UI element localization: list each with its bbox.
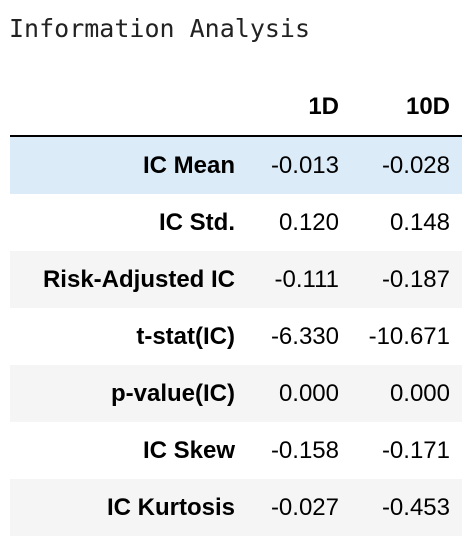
- table-row-risk-adjusted-ic[interactable]: Risk-Adjusted IC -0.111 -0.187: [10, 251, 462, 308]
- row-label: p-value(IC): [110, 379, 235, 407]
- cell-10d: -0.187: [381, 265, 450, 293]
- information-analysis-table: 1D 10D IC Mean -0.013 -0.028 IC Std. 0.1…: [10, 79, 462, 536]
- header-row: 1D 10D: [10, 79, 462, 137]
- row-label: t-stat(IC): [136, 322, 235, 350]
- cell-10d: 0.000: [389, 379, 450, 407]
- cell-1d: -0.027: [270, 493, 339, 521]
- table-header: 1D 10D: [10, 79, 462, 137]
- cell-1d: 0.120: [278, 208, 339, 236]
- table-row-ic-std[interactable]: IC Std. 0.120 0.148: [10, 194, 462, 251]
- cell-1d: -0.158: [270, 436, 339, 464]
- cell-10d: 0.148: [389, 208, 450, 236]
- row-label: IC Skew: [142, 436, 235, 464]
- header-corner-cell: [10, 79, 246, 137]
- cell-10d: -0.028: [381, 151, 450, 179]
- row-label: IC Std.: [159, 208, 235, 236]
- row-label: IC Kurtosis: [106, 493, 235, 521]
- table-row-ic-kurtosis[interactable]: IC Kurtosis -0.027 -0.453: [10, 479, 462, 536]
- cell-10d: -0.453: [381, 493, 450, 521]
- row-label: IC Mean: [142, 151, 235, 179]
- cell-1d: -6.330: [270, 322, 339, 350]
- table-row-p-value[interactable]: p-value(IC) 0.000 0.000: [10, 365, 462, 422]
- row-label: Risk-Adjusted IC: [42, 265, 235, 293]
- cell-10d: -0.171: [381, 436, 450, 464]
- column-header-10d: 10D: [351, 79, 462, 137]
- table-row-ic-mean[interactable]: IC Mean -0.013 -0.028: [10, 136, 462, 194]
- table-row-t-stat[interactable]: t-stat(IC) -6.330 -10.671: [10, 308, 462, 365]
- cell-10d: -10.671: [368, 322, 450, 350]
- table-row-ic-skew[interactable]: IC Skew -0.158 -0.171: [10, 422, 462, 479]
- cell-1d: 0.000: [278, 379, 339, 407]
- table-body: IC Mean -0.013 -0.028 IC Std. 0.120 0.14…: [10, 136, 462, 536]
- page-title: Information Analysis: [9, 14, 311, 43]
- column-header-1d: 1D: [246, 79, 351, 137]
- cell-1d: -0.111: [274, 265, 340, 293]
- cell-1d: -0.013: [270, 151, 339, 179]
